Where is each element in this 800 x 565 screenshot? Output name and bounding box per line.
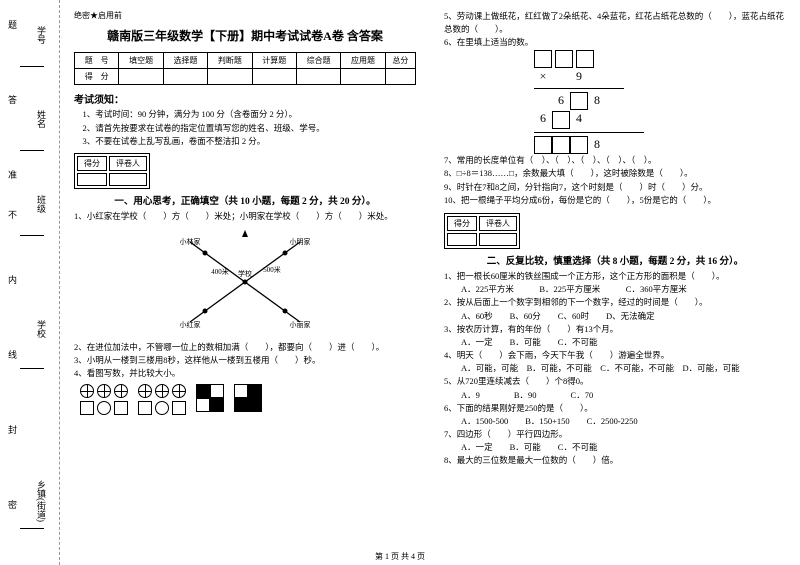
margin-xuexiao: 学校 xyxy=(35,320,48,338)
mb-score: 得分 xyxy=(77,156,107,171)
q9: 9、时针在7和8之间，分针指向7，这个时刻是（ ）时（ ）分。 xyxy=(444,181,786,194)
mb-blank[interactable] xyxy=(77,173,107,186)
seal-char: 密 xyxy=(6,500,19,509)
margin-line xyxy=(20,368,44,369)
seal-char: 题 xyxy=(6,20,19,29)
s2q2: 2、按从后面上一个数字到相邻的下一个数字，经过的时间是（ ）。 xyxy=(444,296,786,309)
s2q3o: A．一定 B．可能 C．不可能 xyxy=(444,336,786,349)
margin-xuehao: 学号 xyxy=(35,26,48,44)
td[interactable] xyxy=(163,69,207,85)
shape-row xyxy=(80,384,416,415)
q10: 10、把一根绳子平均分成6份，每份是它的（ ），5份是它的（ ）。 xyxy=(444,194,786,207)
q8: 8、□÷8＝138……□，余数最大填（ ），这时被除数是（ ）。 xyxy=(444,167,786,180)
s2q5: 5、从720里连续减去（ ）个8得0。 xyxy=(444,375,786,388)
margin-xingming: 姓名 xyxy=(35,110,48,128)
q4: 4、看图写数，并比较大小。 xyxy=(74,367,416,380)
s2q4: 4、明天（ ）会下雨，今天下午我（ ）游遍全世界。 xyxy=(444,349,786,362)
margin-banji: 班级 xyxy=(35,195,48,213)
page-footer: 第 1 页 共 4 页 xyxy=(0,551,800,562)
th: 综合题 xyxy=(296,53,340,69)
mark-box: 得分评卷人 xyxy=(74,153,150,189)
th: 填空题 xyxy=(119,53,163,69)
th: 判断题 xyxy=(208,53,252,69)
seal-char: 答 xyxy=(6,95,19,104)
td[interactable] xyxy=(341,69,385,85)
margin-xiang: 乡镇(街道) xyxy=(35,480,48,522)
mb-grader: 评卷人 xyxy=(109,156,147,171)
notice-list: 1、考试时间：90 分钟，满分为 100 分（含卷面分 2 分）。 2、请首先按… xyxy=(74,108,416,149)
node-nw xyxy=(203,250,208,255)
section1-title: 一、用心思考，正确填空（共 10 小题，每题 2 分，共 20 分）。 xyxy=(74,193,416,207)
s2q4o: A．可能，可能 B．可能，不可能 C．不可能，不可能 D．可能，可能 xyxy=(444,362,786,375)
margin-line xyxy=(20,528,44,529)
s2q8: 8、最大的三位数是最大一位数的（ ）倍。 xyxy=(444,454,786,467)
mb-grader: 评卷人 xyxy=(479,216,517,231)
margin-line xyxy=(20,235,44,236)
left-column: 绝密★启用前 赣南版三年级数学【下册】期中考试试卷A卷 含答案 题 号 填空题 … xyxy=(60,0,430,565)
notice-heading: 考试须知： xyxy=(74,91,416,106)
lbl-sw: 小红家 xyxy=(180,320,201,330)
s2q3: 3、按农历计算，有的年份（ ）有13个月。 xyxy=(444,323,786,336)
node-se xyxy=(283,308,288,313)
td[interactable] xyxy=(296,69,340,85)
score-table: 题 号 填空题 选择题 判断题 计算题 综合题 应用题 总分 得 分 xyxy=(74,52,416,85)
section2-title: 二、反复比较，慎重选择（共 8 小题，每题 2 分，共 16 分）。 xyxy=(444,253,786,267)
q7: 7、常用的长度单位有（ ）、（ ）、（ ）、（ ）、（ ）。 xyxy=(444,154,786,167)
margin-line xyxy=(20,66,44,67)
s2q7o: A．一定 B．可能 C．不可能 xyxy=(444,441,786,454)
seal-char: 内 xyxy=(6,275,19,284)
vertical-calc: ×9 68 64 8 xyxy=(534,50,786,155)
lbl-nw: 小林家 xyxy=(180,237,201,247)
q1: 1、小红家在学校（ ）方（ ）米处；小明家在学校（ ）方（ ）米处。 xyxy=(74,210,416,223)
direction-diagram: 学校 小林家 小明家 小红家 小丽家 400米 500米 xyxy=(160,227,330,337)
node-sw xyxy=(203,308,208,313)
th: 题 号 xyxy=(75,53,119,69)
s2q2o: A、60秒 B、60分 C、60时 D、无法确定 xyxy=(444,310,786,323)
q3: 3、小明从一楼到三楼用8秒，这样他从一楼到五楼用（ ）秒。 xyxy=(74,354,416,367)
q2: 2、在进位加法中，不管哪一位上的数相加满（ ），都要向（ ）进（ ）。 xyxy=(74,341,416,354)
s2q1: 1、把一根长60厘米的铁丝围成一个正方形，这个正方形的面积是（ ）。 xyxy=(444,270,786,283)
exam-title: 赣南版三年级数学【下册】期中考试试卷A卷 含答案 xyxy=(74,27,416,44)
mb-blank[interactable] xyxy=(479,233,517,246)
lbl-d2: 500米 xyxy=(263,265,281,275)
s2q7: 7、四边形（ ）平行四边形。 xyxy=(444,428,786,441)
seal-char: 线 xyxy=(6,350,19,359)
seal-char: 不 xyxy=(6,210,19,219)
lbl-se: 小丽家 xyxy=(290,320,311,330)
s2q5o: A．9 B．90 C．70 xyxy=(444,389,786,402)
margin-line xyxy=(20,150,44,151)
right-column: 5、劳动课上做纸花，红红做了2朵纸花、4朵蓝花，红花占纸花总数的（ ），蓝花占纸… xyxy=(430,0,800,565)
lbl-center: 学校 xyxy=(238,269,252,279)
q6: 6、在里填上适当的数。 xyxy=(444,36,786,49)
seal-char: 准 xyxy=(6,170,19,179)
secret-label: 绝密★启用前 xyxy=(74,10,416,21)
s2q6: 6、下面的结果刚好是250的是（ ）。 xyxy=(444,402,786,415)
lbl-ne: 小明家 xyxy=(290,237,311,247)
node-center xyxy=(243,279,248,284)
notice-item: 3、不要在试卷上乱写乱画，卷面不整洁扣 2 分。 xyxy=(74,135,416,149)
q5: 5、劳动课上做纸花，红红做了2朵纸花、4朵蓝花，红花占纸花总数的（ ），蓝花占纸… xyxy=(444,10,786,36)
mb-score: 得分 xyxy=(447,216,477,231)
s2q6o: A．1500-500 B．150+150 C．2500-2250 xyxy=(444,415,786,428)
th: 选择题 xyxy=(163,53,207,69)
notice-item: 1、考试时间：90 分钟，满分为 100 分（含卷面分 2 分）。 xyxy=(74,108,416,122)
th: 计算题 xyxy=(252,53,296,69)
mark-box-2: 得分评卷人 xyxy=(444,213,520,249)
binding-margin: 学号 姓名 班级 学校 乡镇(街道) 题 答 准 不 内 线 封 密 xyxy=(0,0,60,565)
mb-blank[interactable] xyxy=(447,233,477,246)
td[interactable] xyxy=(252,69,296,85)
notice-item: 2、请首先按要求在试卷的指定位置填写您的姓名、班级、学号。 xyxy=(74,122,416,136)
td: 得 分 xyxy=(75,69,119,85)
th: 总分 xyxy=(385,53,415,69)
td[interactable] xyxy=(119,69,163,85)
s2q1o: A．225平方米 B．225平方厘米 C．360平方厘米 xyxy=(444,283,786,296)
td[interactable] xyxy=(208,69,252,85)
td[interactable] xyxy=(385,69,415,85)
seal-char: 封 xyxy=(6,425,19,434)
th: 应用题 xyxy=(341,53,385,69)
lbl-d1: 400米 xyxy=(211,267,229,277)
node-ne xyxy=(283,250,288,255)
mb-blank[interactable] xyxy=(109,173,147,186)
